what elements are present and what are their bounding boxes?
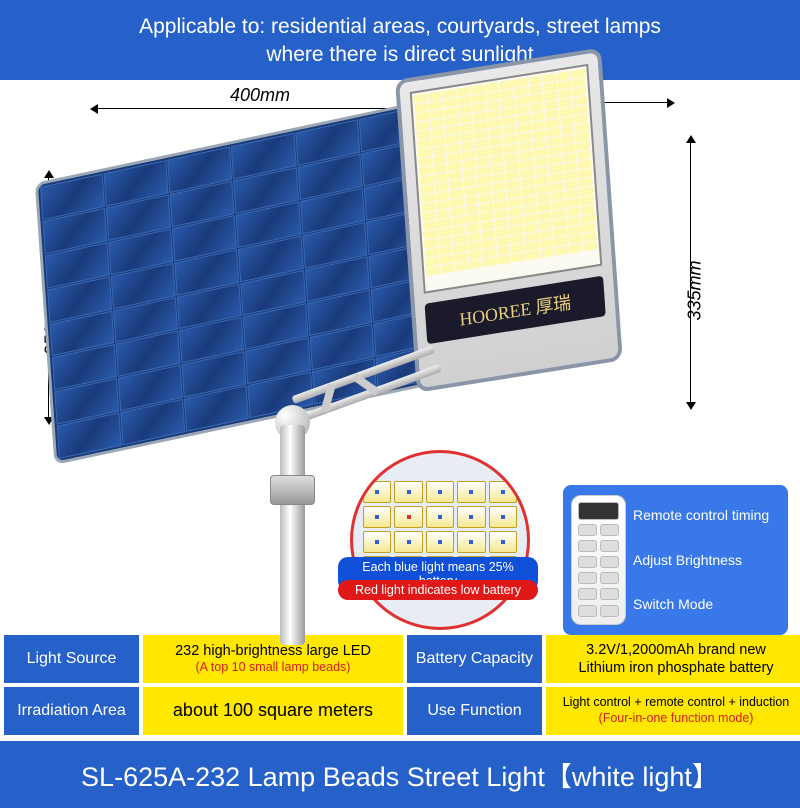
remote-feature-1: Remote control timing <box>633 507 780 523</box>
product-illustration: 400mm 350mm 205mm 335mm <box>0 80 800 635</box>
remote-control-icon <box>571 495 626 625</box>
spec-label-function: Use Function <box>407 687 542 735</box>
spec-value-battery: 3.2V/1,2000mAh brand new Lithium iron ph… <box>546 635 800 683</box>
header-line2: where there is direct sunlight <box>20 41 780 69</box>
footer-model: SL-625A-232 Lamp Beads Street Light <box>81 762 545 792</box>
pole-clamp-icon <box>270 475 315 505</box>
spec-label-irradiation: Irradiation Area <box>4 687 139 735</box>
footer-model-bar: SL-625A-232 Lamp Beads Street Light【whit… <box>0 741 800 808</box>
header-banner: Applicable to: residential areas, courty… <box>0 0 800 80</box>
battery-indicator-inset <box>350 450 530 630</box>
pole-icon <box>280 425 305 645</box>
remote-feature-3: Switch Mode <box>633 596 780 612</box>
spec-value-function: Light control + remote control + inducti… <box>546 687 800 735</box>
remote-features-box: Remote control timing Adjust Brightness … <box>563 485 788 635</box>
led-array-icon <box>410 64 603 294</box>
spec-label-battery: Battery Capacity <box>407 635 542 683</box>
remote-feature-2: Adjust Brightness <box>633 552 780 568</box>
spec-value-irradiation: about 100 square meters <box>143 687 403 735</box>
callout-red-light: Red light indicates low battery <box>338 580 538 600</box>
lamp-head-icon: HOOREE 厚瑞 <box>395 47 623 392</box>
spec-table: Light Source 232 high-brightness large L… <box>0 635 800 741</box>
spec-label-light-source: Light Source <box>4 635 139 683</box>
spec-value-light-source: 232 high-brightness large LED (A top 10 … <box>143 635 403 683</box>
dim-panel-width: 400mm <box>230 85 290 106</box>
header-line1: Applicable to: residential areas, courty… <box>20 13 780 41</box>
footer-variant: 【white light】 <box>545 762 719 792</box>
dim-lamp-height: 335mm <box>685 260 706 320</box>
